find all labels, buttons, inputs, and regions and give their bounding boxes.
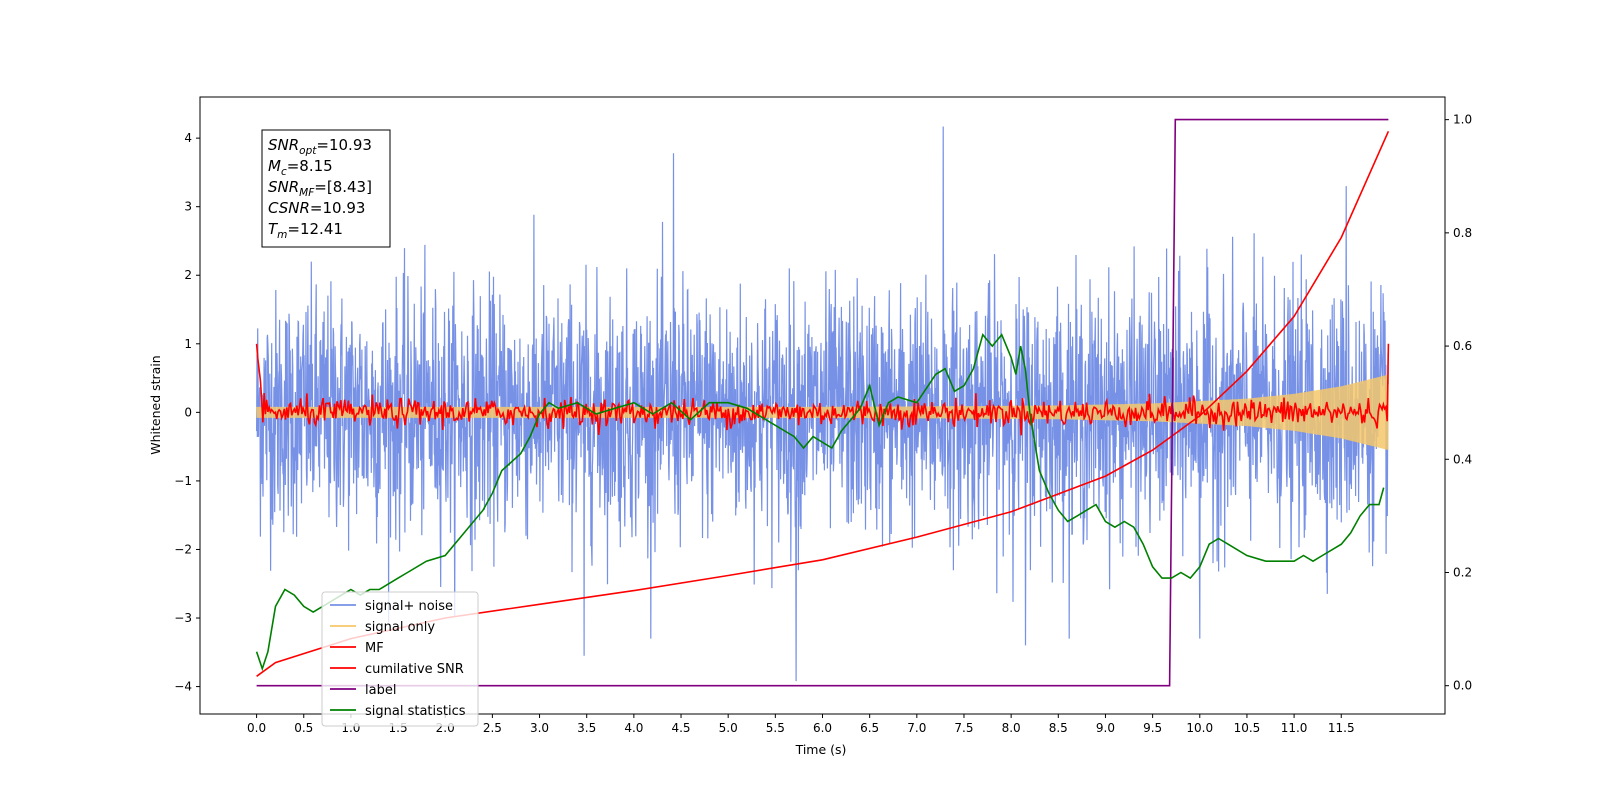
- x-tick-label: 3.0: [530, 721, 549, 735]
- y2-tick-label: 0.4: [1453, 452, 1472, 466]
- info-line: CSNR=10.93: [268, 199, 365, 217]
- y-tick-label: −3: [174, 611, 192, 625]
- info-box-frame: [261, 129, 391, 248]
- y2-tick-label: 0.8: [1453, 226, 1472, 240]
- x-tick-label: 0.5: [294, 721, 313, 735]
- y2-tick-label: 0.2: [1453, 565, 1472, 579]
- x-tick-label: 2.5: [483, 721, 502, 735]
- legend-frame: [321, 591, 479, 727]
- x-tick-label: 9.0: [1096, 721, 1115, 735]
- x-tick-label: 7.0: [907, 721, 926, 735]
- x-tick-label: 6.5: [860, 721, 879, 735]
- x-tick-label: 8.5: [1049, 721, 1068, 735]
- legend-entry: label: [365, 683, 396, 698]
- x-tick-label: 4.5: [671, 721, 690, 735]
- info-line: SNRopt=10.93: [268, 136, 372, 157]
- x-tick-label: 9.5: [1143, 721, 1162, 735]
- y-tick-label: 0: [184, 405, 192, 419]
- x-tick-label: 8.0: [1002, 721, 1021, 735]
- info-box: SNRopt=10.93Mc=8.15SNRMF=[8.43]CSNR=10.9…: [261, 129, 391, 248]
- legend-entry: MF: [365, 641, 384, 656]
- info-line: Mc=8.15: [268, 157, 333, 178]
- x-axis-ticks: 0.0 0.5 1.0 1.5 2.0 2.5 3.0 3.5 4.0 4.5 5.0 5.5 6.0 6…: [247, 714, 1355, 735]
- info-line: SNRMF=[8.43]: [268, 178, 372, 199]
- legend-entry: cumilative SNR: [365, 662, 464, 677]
- x-tick-label: 3.5: [577, 721, 596, 735]
- y2-axis-ticks: 1.0 0.8 0.6 0.4 0.2 0.0: [1445, 113, 1472, 693]
- y-tick-label: −2: [174, 542, 192, 556]
- y2-tick-label: 0.0: [1453, 679, 1472, 693]
- y-tick-label: 4: [184, 131, 192, 145]
- legend-entry: signal only: [365, 620, 435, 635]
- y-tick-label: −4: [174, 680, 192, 694]
- x-axis-label: Time (s): [795, 742, 847, 757]
- series-signal-statistics: [255, 333, 1385, 672]
- y2-tick-label: 0.6: [1453, 339, 1472, 353]
- y-axis-label: Whitened strain: [148, 355, 163, 454]
- y-tick-label: −1: [174, 474, 192, 488]
- x-tick-label: 6.0: [813, 721, 832, 735]
- x-tick-label: 4.0: [624, 721, 643, 735]
- x-tick-label: 11.5: [1328, 721, 1355, 735]
- x-tick-label: 11.0: [1281, 721, 1308, 735]
- x-tick-label: 10.5: [1234, 721, 1261, 735]
- x-tick-label: 0.0: [247, 721, 266, 735]
- series-label: [256, 118, 1389, 687]
- legend: signal+ noise signal only MF cumilative SNR…: [321, 591, 479, 727]
- y2-tick-label: 1.0: [1453, 113, 1472, 127]
- legend-entry: signal+ noise: [365, 599, 453, 614]
- x-tick-label: 5.5: [766, 721, 785, 735]
- x-tick-label: 10.0: [1186, 721, 1213, 735]
- info-line: Tm=12.41: [268, 220, 343, 241]
- y-tick-label: 1: [184, 337, 192, 351]
- y-axis-ticks: 4 3 2 1 0 −1 −2 −3 −4: [174, 131, 200, 694]
- x-tick-label: 5.0: [719, 721, 738, 735]
- y-tick-label: 3: [184, 200, 192, 214]
- legend-entry: signal statistics: [365, 704, 466, 719]
- x-tick-label: 7.5: [954, 721, 973, 735]
- y-tick-label: 2: [184, 268, 192, 282]
